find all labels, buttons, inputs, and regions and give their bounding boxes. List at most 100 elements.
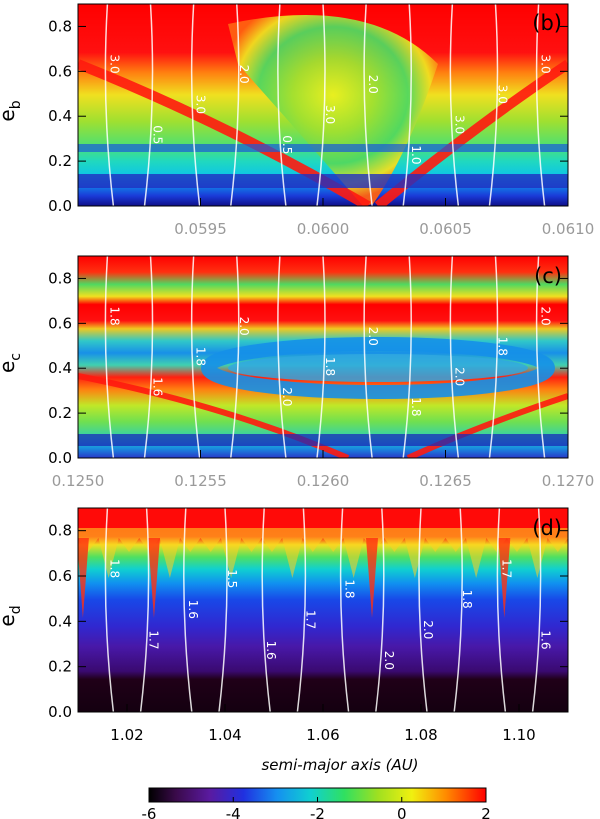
resonance-core	[228, 15, 438, 206]
y-tick-label: 0.8	[48, 522, 72, 540]
contour-label: 1.0	[409, 145, 423, 164]
contour-line	[143, 4, 154, 206]
y-tick-label: 0.0	[48, 703, 72, 721]
y-axis-label-sub: b	[8, 100, 24, 109]
y-axis-label: ed	[0, 605, 24, 626]
colorbar-tick-label: -4	[226, 805, 241, 819]
y-axis-label-sub: d	[8, 605, 24, 614]
y-axis-label-main: e	[0, 361, 19, 373]
y-tick-label: 0.4	[48, 359, 72, 377]
resonance-spike	[78, 538, 89, 618]
colorbar-tick-label: 0	[397, 805, 407, 819]
contour-label: 1.8	[323, 357, 337, 376]
contour-line	[375, 508, 385, 712]
y-tick-label: 0.4	[48, 107, 72, 125]
contour-label: 0.5	[280, 135, 294, 154]
contour-label: 1.6	[186, 600, 200, 619]
contour-line	[449, 4, 460, 206]
panel-tag: (b)	[532, 11, 562, 35]
contour-line	[316, 4, 326, 206]
y-tick-label: 0.6	[48, 567, 72, 585]
contour-line	[296, 508, 307, 712]
x-tick-label: 0.1250	[52, 472, 105, 490]
contour-label: 1.8	[409, 397, 423, 416]
contour-line	[402, 4, 412, 206]
x-tick-label: 1.04	[208, 726, 241, 744]
contour-line	[104, 256, 115, 458]
contour-label: 3.0	[452, 115, 466, 134]
panel-tag: (c)	[534, 264, 562, 288]
contour-line	[190, 256, 201, 458]
contour-line	[143, 256, 154, 458]
resonance-spike	[366, 538, 378, 618]
contour-line	[230, 4, 240, 206]
y-tick-label: 0.2	[48, 404, 72, 422]
y-tick-label: 0.6	[48, 314, 72, 332]
resonance-spike	[147, 538, 160, 618]
resonance-ring	[201, 337, 555, 399]
x-tick-label: 0.0595	[174, 220, 227, 238]
x-tick-label: 0.1260	[297, 472, 350, 490]
contour-label: 2.0	[366, 327, 380, 346]
contour-label: 1.6	[539, 630, 553, 649]
contour-label: 2.0	[382, 651, 396, 670]
contour-line	[339, 508, 350, 712]
contour-line	[488, 4, 499, 206]
y-axis-label: ec	[0, 353, 24, 373]
y-tick-label: 0.0	[48, 197, 72, 215]
y-axis-label: eb	[0, 100, 24, 121]
contour-label: 2.0	[280, 387, 294, 406]
contour-label: 1.8	[107, 559, 121, 578]
contour-label: 3.0	[495, 85, 509, 104]
contour-label: 1.8	[343, 579, 357, 598]
low-band	[78, 174, 568, 188]
x-tick-label: 1.06	[306, 726, 339, 744]
contour-line	[218, 508, 228, 712]
contour-line	[261, 508, 271, 712]
contour-line	[230, 256, 240, 458]
y-tick-label: 0.2	[48, 152, 72, 170]
contour-label: 3.0	[194, 95, 208, 114]
contour-label: 2.0	[421, 620, 435, 639]
x-tick-label: 0.1265	[419, 472, 472, 490]
y-tick-label: 0.2	[48, 658, 72, 676]
x-tick-label: 1.02	[110, 726, 143, 744]
y-axis-label-sub: c	[8, 353, 24, 361]
contour-label: 1.6	[151, 377, 165, 396]
contour-label: 2.0	[237, 65, 251, 84]
contour-label: 2.0	[452, 367, 466, 386]
heatmap-c: 1.8 1.6 1.8 2.0 2.0 1.8 2.0 1.8 2.0 1.8 2.0	[78, 256, 568, 458]
y-tick-label: 0.6	[48, 62, 72, 80]
contour-line	[418, 508, 428, 712]
resonance-arm-right	[406, 393, 568, 458]
y-tick-label: 0.8	[48, 17, 72, 35]
contour-line	[277, 4, 287, 206]
resonance-ring-core	[228, 354, 528, 382]
contour-label: 2.0	[237, 317, 251, 336]
heatmap-d: 1.8 1.7 1.6 1.5 1.6 1.7 1.8 2.0 2.0 1.8 1.7 1.6	[78, 508, 568, 712]
contour-line	[183, 508, 193, 712]
contour-line	[363, 256, 373, 458]
panel-b: 3.0 0.5 3.0 2.0 0.5 3.0 2.0 1.0 3.0 3.0 3.0 0.0 0.2 0…	[0, 3, 594, 238]
y-axis-label-main: e	[0, 614, 19, 626]
contour-line	[277, 256, 287, 458]
contour-label: 3.0	[323, 105, 337, 124]
contour-label: 1.7	[147, 630, 161, 649]
x-tick-label: 1.08	[404, 726, 437, 744]
y-axis-label-main: e	[0, 109, 19, 121]
low-band	[78, 434, 568, 446]
x-tick-label: 0.1255	[174, 472, 227, 490]
x-tick-label: 0.0600	[297, 220, 350, 238]
panel-c: 1.8 1.6 1.8 2.0 2.0 1.8 2.0 1.8 2.0 1.8 2.0 0.0 0.2 0…	[0, 255, 594, 490]
contour-line	[104, 508, 115, 712]
contour-line	[402, 256, 412, 458]
colorbar-tick-label: -6	[142, 805, 157, 819]
contour-label: 1.5	[225, 569, 239, 588]
panels: 3.0 0.5 3.0 2.0 0.5 3.0 2.0 1.0 3.0 3.0 3.0 0.0 0.2 0…	[0, 3, 594, 744]
x-tick-label: 0.0605	[419, 220, 472, 238]
panel-tag: (d)	[532, 516, 562, 540]
contour-line	[531, 508, 542, 712]
contour-line	[449, 256, 460, 458]
heatmap-b: 3.0 0.5 3.0 2.0 0.5 3.0 2.0 1.0 3.0 3.0 3.0	[78, 4, 568, 206]
